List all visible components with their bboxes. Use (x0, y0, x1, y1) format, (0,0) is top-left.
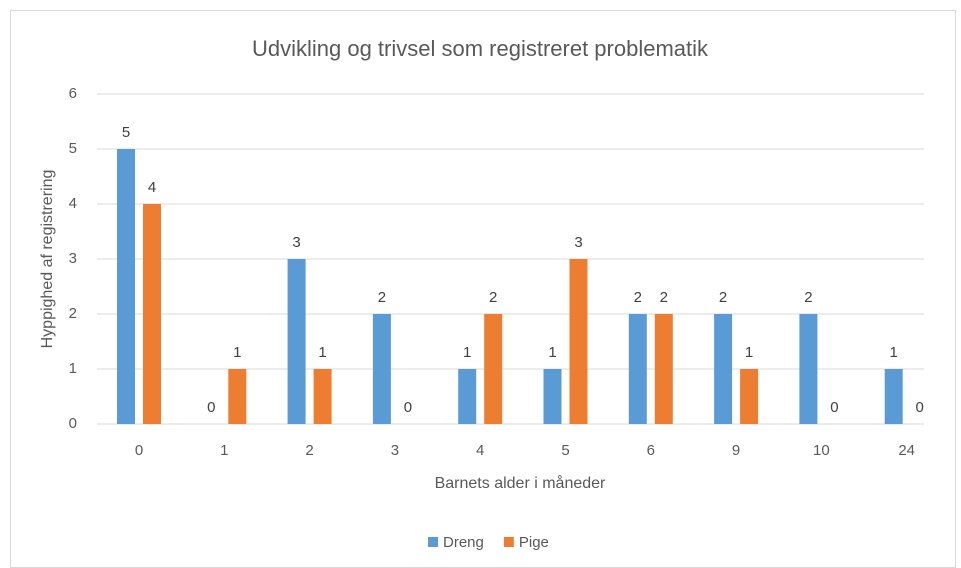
value-label: 0 (207, 399, 215, 416)
y-tick-label: 5 (69, 140, 77, 157)
bar (714, 314, 733, 424)
value-label: 2 (719, 289, 727, 306)
x-tick-label: 1 (220, 442, 228, 459)
bar (484, 314, 503, 424)
legend-swatch (503, 537, 514, 547)
value-label: 2 (634, 289, 642, 306)
y-tick-label: 2 (69, 305, 77, 322)
value-label: 0 (916, 399, 924, 416)
value-label: 3 (292, 234, 300, 251)
bar (884, 369, 903, 424)
x-tick-label: 0 (135, 442, 143, 459)
y-axis-label: Hyppighed af registrering (39, 170, 56, 349)
bar (458, 369, 477, 424)
value-label: 1 (318, 344, 326, 361)
x-tick-label: 2 (305, 442, 313, 459)
y-tick-label: 3 (69, 250, 77, 267)
value-label: 1 (890, 344, 898, 361)
value-label: 0 (830, 399, 838, 416)
x-tick-label: 3 (391, 442, 399, 459)
value-label: 2 (804, 289, 812, 306)
value-label: 3 (574, 234, 582, 251)
legend-label: Pige (519, 534, 549, 551)
value-label: 2 (660, 289, 668, 306)
bar (313, 369, 332, 424)
y-tick-label: 6 (69, 85, 77, 102)
value-label: 1 (745, 344, 753, 361)
chart-title: Udvikling og trivsel som registreret pro… (252, 36, 709, 61)
bar (143, 204, 161, 424)
x-tick-label: 10 (813, 442, 830, 459)
value-label: 0 (404, 399, 412, 416)
value-label: 2 (489, 289, 497, 306)
value-label: 5 (122, 124, 130, 141)
value-label: 1 (548, 344, 556, 361)
y-tick-label: 1 (69, 360, 77, 377)
y-tick-label: 4 (69, 195, 77, 212)
value-label: 4 (148, 179, 156, 196)
x-tick-label: 5 (561, 442, 569, 459)
bar (543, 369, 562, 424)
value-label: 1 (463, 344, 471, 361)
bar (569, 259, 588, 424)
bar (228, 369, 247, 424)
bar (799, 314, 818, 424)
bar (117, 149, 135, 424)
bar (654, 314, 673, 424)
legend-label: Dreng (443, 534, 484, 551)
legend-swatch (428, 537, 438, 547)
value-label: 1 (233, 344, 241, 361)
chart-border (10, 10, 956, 568)
bar (287, 259, 306, 424)
y-tick-label: 0 (69, 415, 77, 432)
value-label: 2 (378, 289, 386, 306)
x-tick-label: 24 (898, 442, 915, 459)
x-tick-label: 4 (476, 442, 484, 459)
x-tick-label: 9 (732, 442, 740, 459)
x-axis-label: Barnets alder i måneder (435, 474, 606, 492)
x-tick-label: 6 (647, 442, 655, 459)
bar (740, 369, 759, 424)
bar (372, 314, 391, 424)
bar (628, 314, 647, 424)
